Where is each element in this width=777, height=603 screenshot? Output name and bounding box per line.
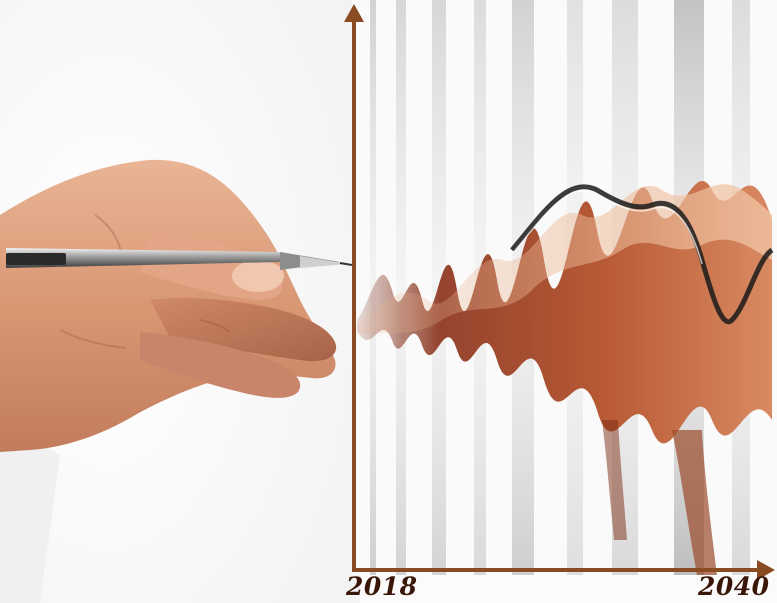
timeline-start-label: 2018	[346, 572, 418, 601]
timeline-end-label: 2040	[698, 572, 770, 601]
hand-with-pen	[0, 0, 360, 603]
waveform-art	[352, 0, 777, 575]
